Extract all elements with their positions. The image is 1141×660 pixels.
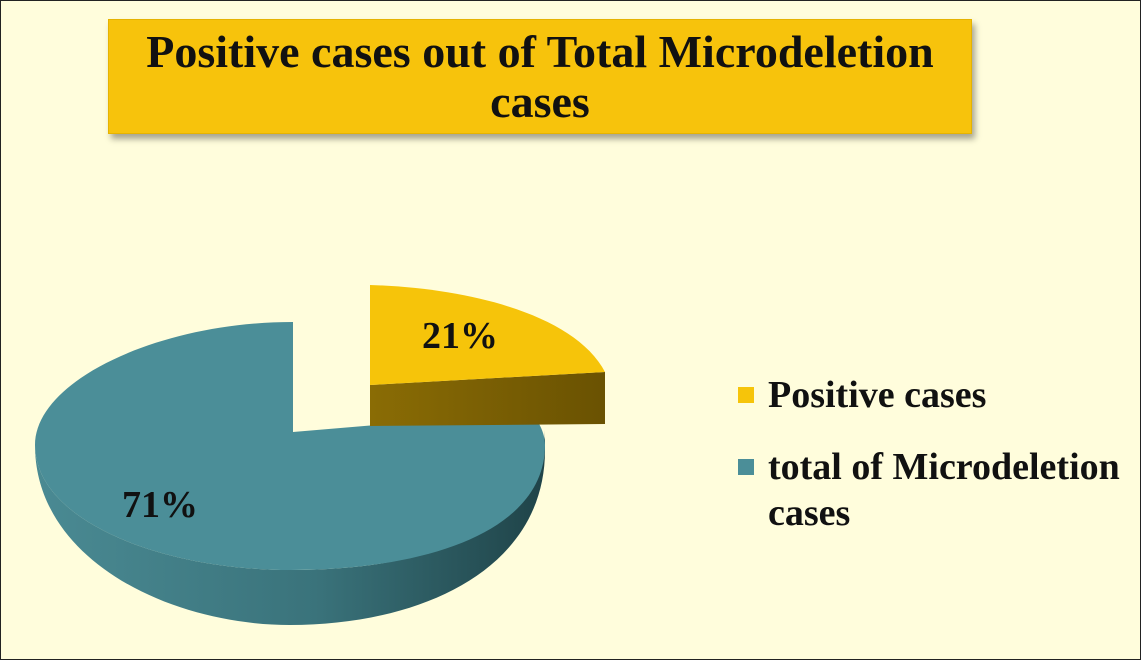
legend-swatch-positive xyxy=(738,387,754,403)
pie-slice-positive-side xyxy=(370,372,605,426)
pie-slice-positive xyxy=(370,285,605,385)
legend: Positive cases total of Microdeletion ca… xyxy=(738,372,1128,562)
legend-item-total: total of Microdeletion cases xyxy=(738,444,1128,536)
legend-label-total: total of Microdeletion cases xyxy=(768,446,1120,534)
pie-slice-total-side xyxy=(35,430,545,625)
chart-title: Positive cases out of Total Microdeletio… xyxy=(146,25,934,127)
legend-swatch-total xyxy=(738,459,754,475)
chart-title-box: Positive cases out of Total Microdeletio… xyxy=(108,19,972,134)
data-label-positive: 21% xyxy=(422,315,498,357)
data-label-total: 71% xyxy=(122,484,198,526)
pie-slice-total xyxy=(35,322,545,570)
legend-label-positive: Positive cases xyxy=(768,374,987,416)
legend-item-positive: Positive cases xyxy=(738,372,1128,418)
